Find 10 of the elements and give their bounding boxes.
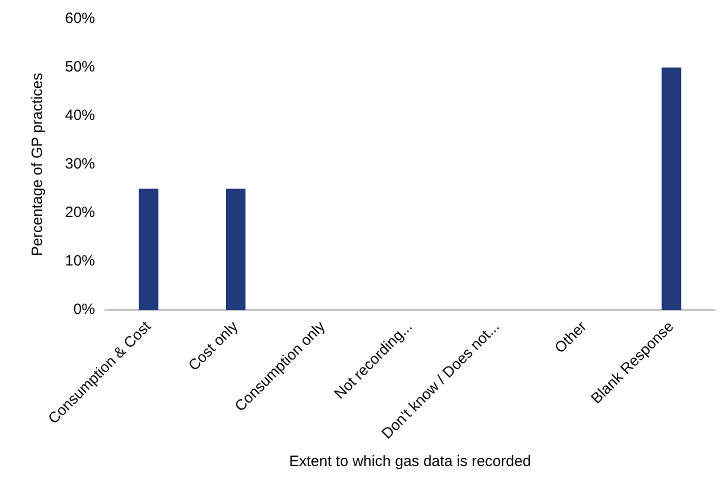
- y-tick-label: 10%: [64, 252, 96, 270]
- y-tick-label: 30%: [64, 156, 96, 173]
- x-axis-title: Extent to which gas data is recorded: [289, 453, 531, 470]
- y-tick-label: 0%: [73, 301, 96, 318]
- y-axis-title: Percentage of GP practices: [29, 72, 46, 256]
- y-tick-label: 50%: [64, 58, 96, 76]
- x-tick-label: Cost only: [185, 318, 242, 374]
- y-tick-label: 40%: [64, 107, 96, 124]
- y-tick-label: 20%: [64, 204, 96, 222]
- y-tick-label: 60%: [64, 10, 96, 28]
